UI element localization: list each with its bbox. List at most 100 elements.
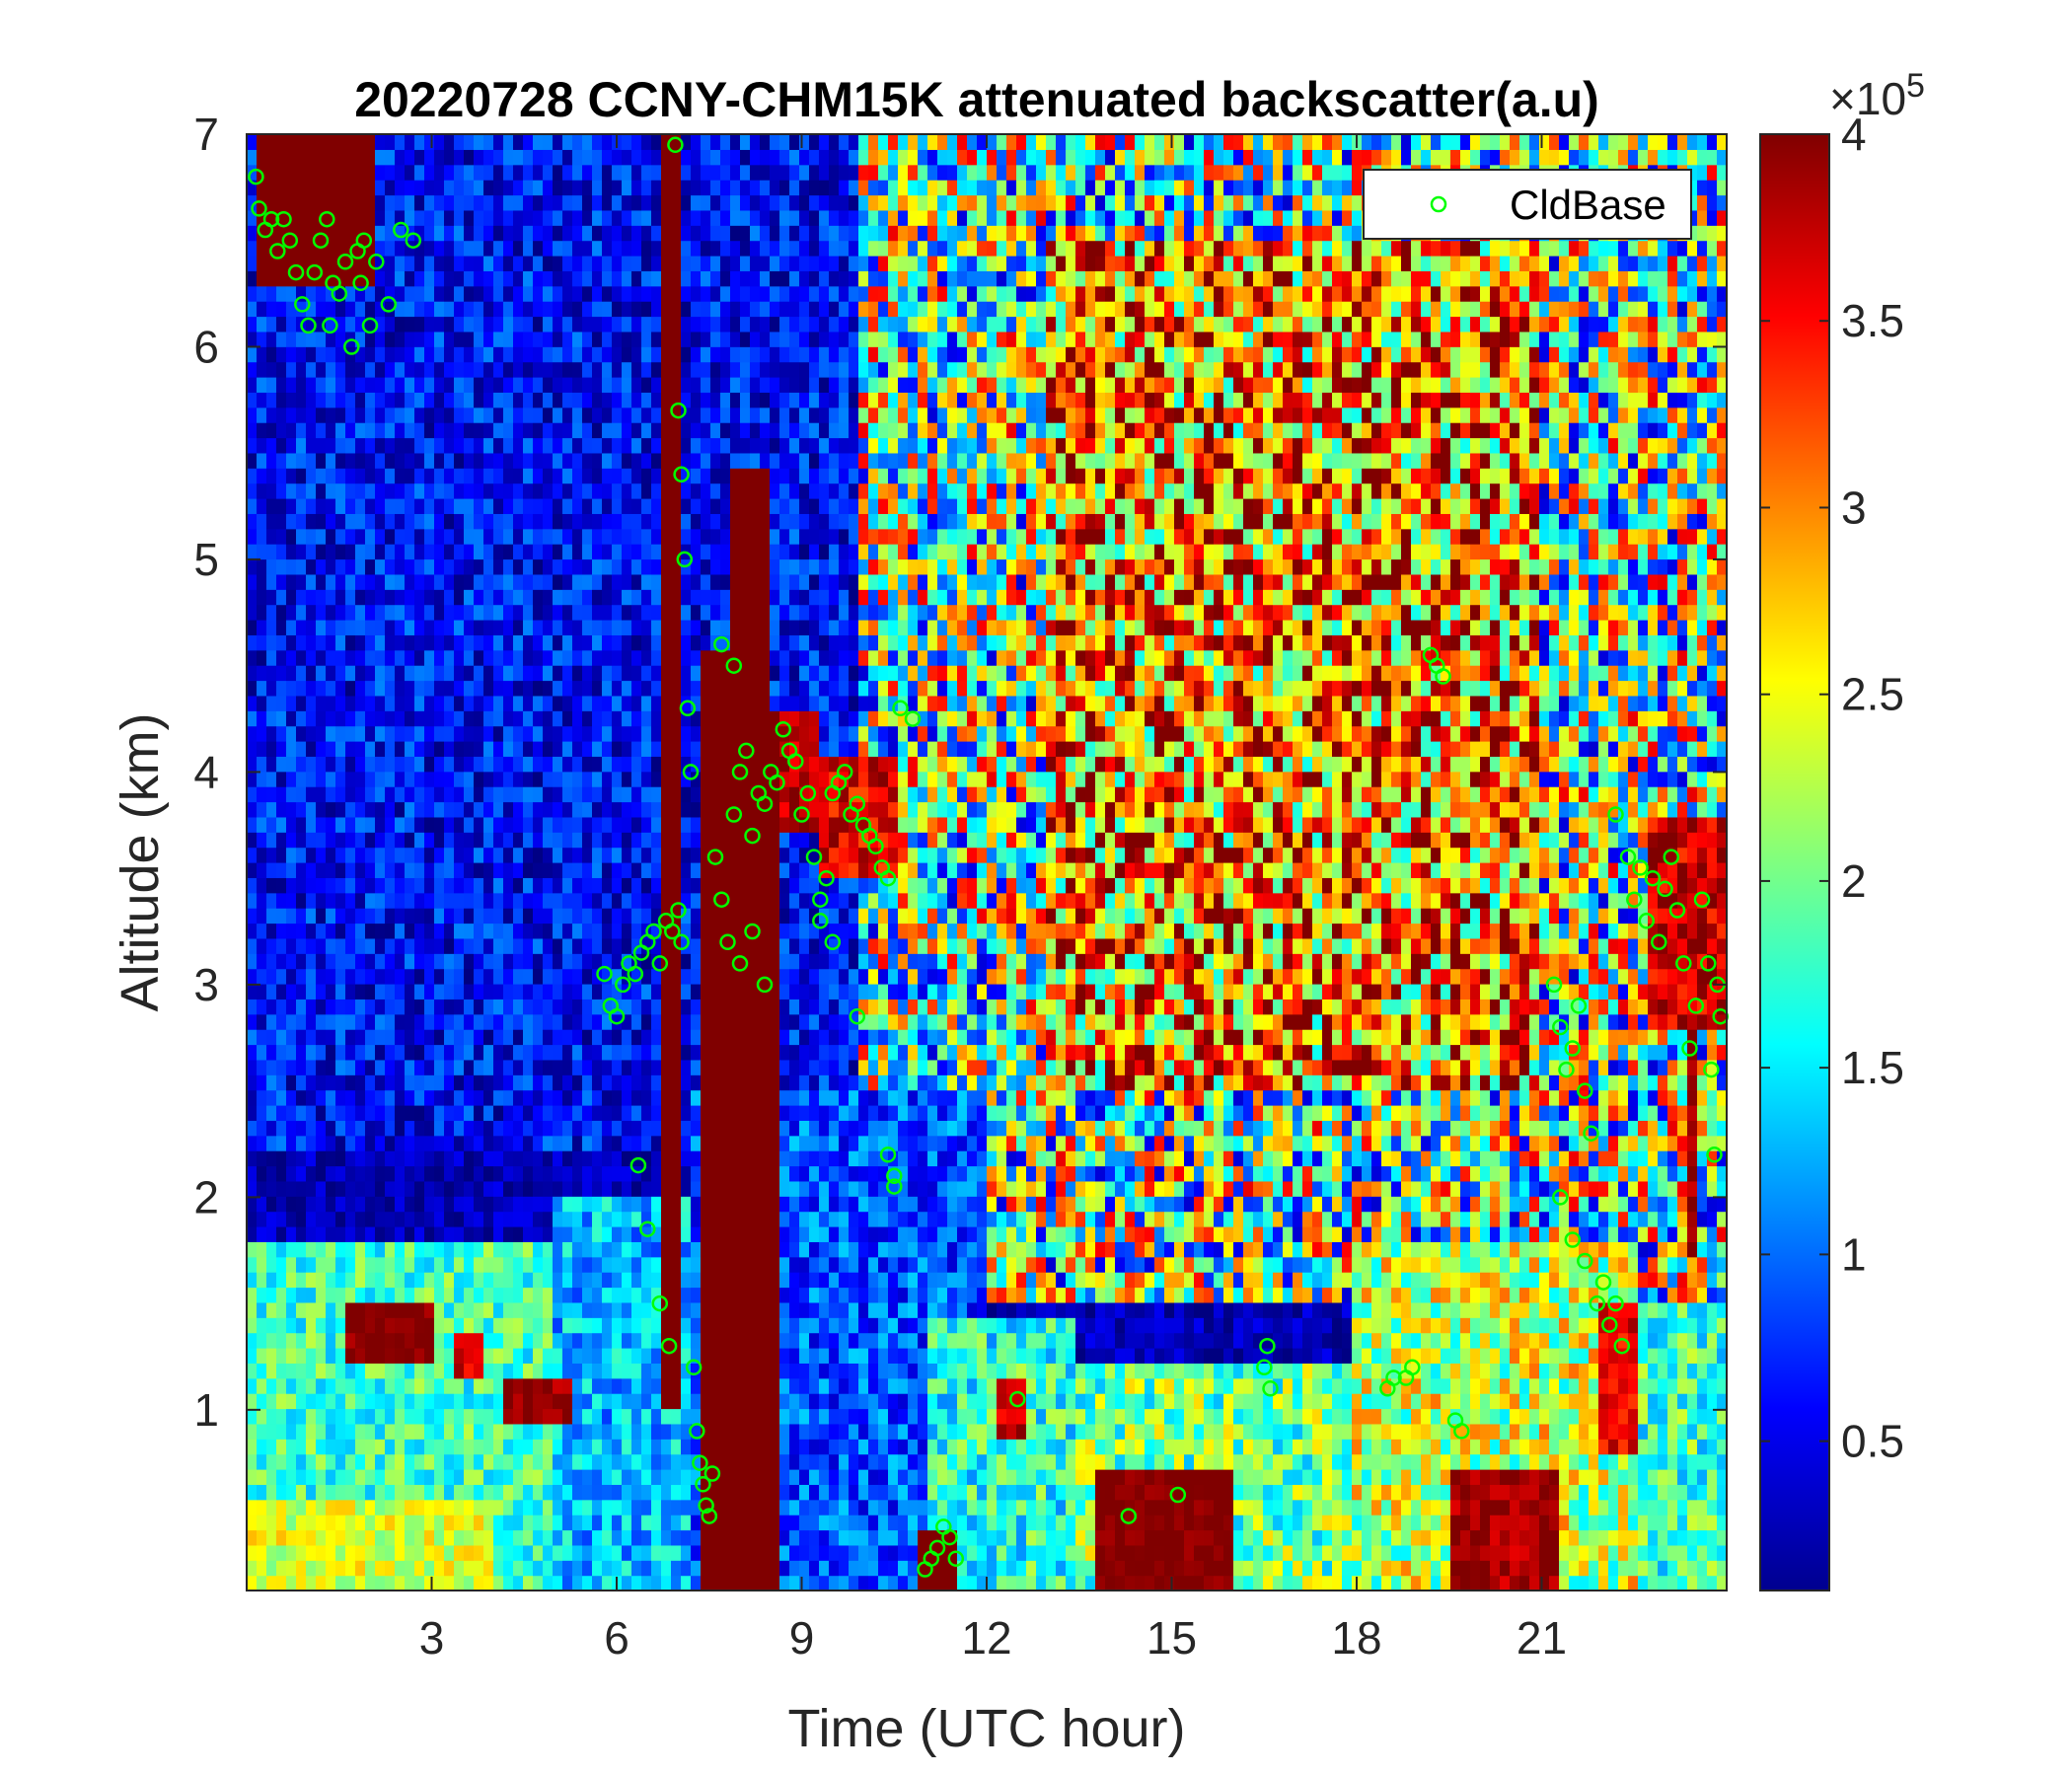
heatmap-cell [276,984,287,999]
heatmap-cell [434,285,445,302]
heatmap-cell [720,968,731,985]
heatmap-cell [523,1044,534,1061]
heatmap-cell [395,1393,406,1410]
heatmap-cell [355,741,366,757]
heatmap-cell [602,1256,613,1273]
heatmap-cell [286,634,297,651]
heatmap-cell [266,1089,277,1106]
heatmap-cell [631,877,642,894]
heatmap-cell [572,1317,583,1334]
heatmap-cell [345,1089,356,1106]
heatmap-cell [434,361,445,378]
heatmap-cell [493,452,504,469]
heatmap-cell [316,437,327,454]
heatmap-cell [335,301,346,318]
heatmap-cell [701,285,711,302]
heatmap-cell [730,573,741,590]
heatmap-cell [701,1484,711,1501]
heatmap-cell [720,1029,731,1046]
heatmap-cell [710,1515,721,1531]
heatmap-cell [750,270,761,287]
heatmap-cell [395,1256,406,1273]
heatmap-cell [483,589,494,606]
heatmap-cell [661,1272,672,1289]
heatmap-cell [750,437,761,454]
heatmap-cell [631,134,642,150]
heatmap-cell [434,1044,445,1061]
heatmap-cell [335,1135,346,1151]
heatmap-cell [276,1515,287,1531]
heatmap-cell [533,877,544,894]
heatmap-cell [444,710,455,727]
heatmap-cell [474,968,484,985]
heatmap-cell [750,513,761,530]
heatmap-cell [651,452,662,469]
heatmap-cell [493,1089,504,1106]
heatmap-cell [395,1120,406,1137]
heatmap-cell [523,847,534,863]
heatmap-cell [424,771,435,787]
heatmap-cell [523,180,534,196]
heatmap-cell [257,180,267,196]
heatmap-cell [720,194,731,211]
heatmap-cell [365,452,376,469]
heatmap-cell [395,923,406,939]
heatmap-cell [395,482,406,499]
heatmap-cell [474,1453,484,1470]
heatmap-cell [464,1377,475,1394]
heatmap-cell [454,573,465,590]
heatmap-cell [681,1089,692,1106]
heatmap-cell [414,999,425,1015]
heatmap-cell [474,604,484,621]
heatmap-cell [740,392,751,408]
heatmap-cell [464,1165,475,1182]
heatmap-cell [474,634,484,651]
heatmap-cell [464,1059,475,1075]
heatmap-cell [395,1377,406,1394]
heatmap-cell [257,346,267,363]
heatmap-cell [582,634,593,651]
heatmap-cell [257,331,267,347]
heatmap-cell [375,1074,386,1091]
heatmap-cell [454,786,465,803]
heatmap-cell [543,816,554,833]
heatmap-cell [345,1301,356,1318]
heatmap-cell [345,1013,356,1030]
heatmap-cell [335,649,346,666]
heatmap-cell [385,346,396,363]
heatmap-cell [720,1529,731,1546]
heatmap-cell [424,270,435,287]
heatmap-cell [543,377,554,393]
heatmap-cell [424,1301,435,1318]
heatmap-cell [661,892,672,909]
heatmap-cell [316,164,327,181]
heatmap-cell [434,786,445,803]
heatmap-cell [474,1439,484,1455]
heatmap-cell [503,1453,514,1470]
heatmap-cell [434,999,445,1015]
heatmap-cell [730,756,741,773]
heatmap-cell [335,1180,346,1197]
heatmap-cell [316,1363,327,1379]
heatmap-cell [365,513,376,530]
heatmap-cell [306,771,317,787]
heatmap-cell [355,377,366,393]
heatmap-cell [641,482,652,499]
heatmap-cell [464,1241,475,1258]
heatmap-cell [701,482,711,499]
heatmap-cell [414,634,425,651]
heatmap-cell [326,1469,336,1485]
heatmap-cell [553,301,563,318]
heatmap-cell [592,1317,603,1334]
heatmap-cell [701,695,711,711]
heatmap-cell [602,1453,613,1470]
heatmap-cell [572,209,583,226]
heatmap-cell [286,1013,297,1030]
heatmap-cell [651,331,662,347]
heatmap-cell [395,285,406,302]
heatmap-cell [710,1120,721,1137]
heatmap-cell [701,164,711,181]
heatmap-cell [681,999,692,1015]
heatmap-cell [681,1560,692,1577]
